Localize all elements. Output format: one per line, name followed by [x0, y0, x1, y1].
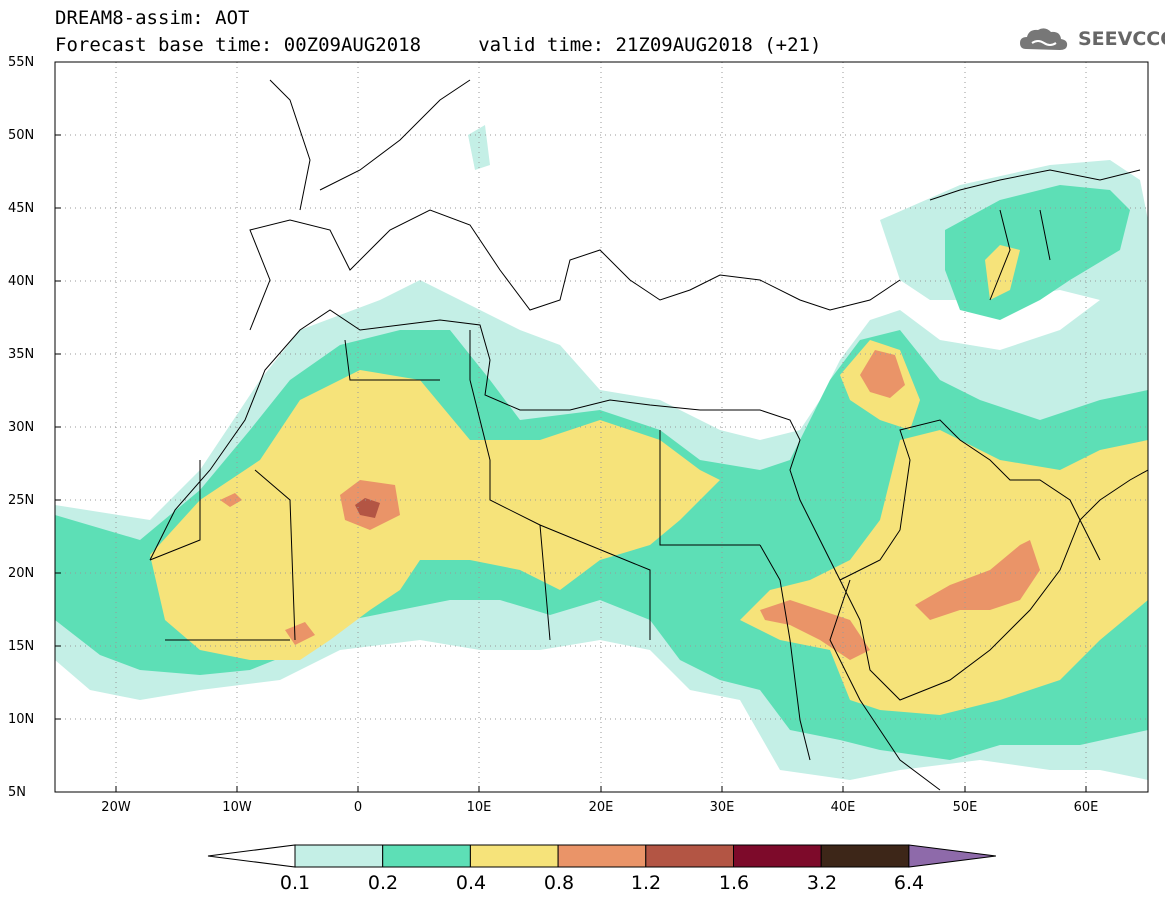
colorbar-swatch: [820, 844, 910, 868]
lon-label-0: 0: [353, 800, 363, 815]
colorbar-label-0.2: 0.2: [367, 872, 399, 894]
axis-ticks: [55, 134, 1087, 792]
lon-label-10w: 10W: [222, 800, 252, 815]
lat-label-40n: 40N: [8, 274, 35, 289]
colorbar-upper-triangle: [908, 844, 996, 868]
coastlines: [149, 79, 1148, 791]
lon-label-20w: 20W: [101, 800, 131, 815]
lon-label-30e: 30E: [709, 800, 735, 815]
colorbar-label-0.1: 0.1: [279, 872, 311, 894]
aot-field: [55, 125, 1148, 780]
lon-label-20e: 20E: [588, 800, 614, 815]
lat-label-20n: 20N: [8, 566, 35, 581]
lon-label-10e: 10E: [466, 800, 492, 815]
aot-band-0.4-caspian: [985, 245, 1020, 300]
lat-label-55n: 55N: [8, 55, 35, 70]
colorbar: [207, 844, 996, 868]
lat-label-30n: 30N: [8, 420, 35, 435]
colorbar-swatch: [469, 844, 559, 868]
aot-band-0.8-c: [285, 622, 315, 645]
aot-band-0.4: [150, 370, 720, 660]
colorbar-label-3.2: 3.2: [806, 872, 838, 894]
lon-label-50e: 50E: [952, 800, 978, 815]
colorbar-swatch: [733, 844, 822, 868]
colorbar-swatch: [382, 844, 471, 868]
colorbar-swatch: [294, 844, 384, 868]
lat-label-35n: 35N: [8, 347, 35, 362]
lat-label-50n: 50N: [8, 128, 35, 143]
lat-label-15n: 15N: [8, 639, 35, 654]
lat-label-10n: 10N: [8, 712, 35, 727]
logo-text: SEEVCCC: [1078, 28, 1165, 50]
aot-band-0.8-e: [915, 540, 1040, 620]
cloud-logo-icon: [1020, 28, 1068, 50]
colorbar-label-1.2: 1.2: [630, 872, 662, 894]
aot-forecast-map: [54, 61, 1149, 793]
lon-label-40e: 40E: [830, 800, 856, 815]
colorbar-label-1.6: 1.6: [718, 872, 750, 894]
forecast-time-subtitle: Forecast base time: 00Z09AUG2018 valid t…: [55, 34, 822, 56]
colorbar-lower-triangle: [207, 844, 296, 868]
lat-label-5n: 5N: [8, 785, 26, 800]
colorbar-swatch: [557, 844, 647, 868]
colorbar-label-0.8: 0.8: [543, 872, 575, 894]
graticule: [55, 62, 1148, 792]
aot-band-1.2: [355, 498, 380, 518]
colorbar-label-6.4: 6.4: [893, 872, 925, 894]
map-title: DREAM8-assim: AOT: [55, 7, 250, 29]
lat-label-25n: 25N: [8, 493, 35, 508]
lon-label-60e: 60E: [1073, 800, 1099, 815]
lat-label-45n: 45N: [8, 201, 35, 216]
aot-band-0.8-d: [760, 600, 870, 660]
aot-band-0.8-f: [860, 350, 905, 398]
colorbar-label-0.4: 0.4: [455, 872, 487, 894]
colorbar-swatch: [645, 844, 734, 868]
